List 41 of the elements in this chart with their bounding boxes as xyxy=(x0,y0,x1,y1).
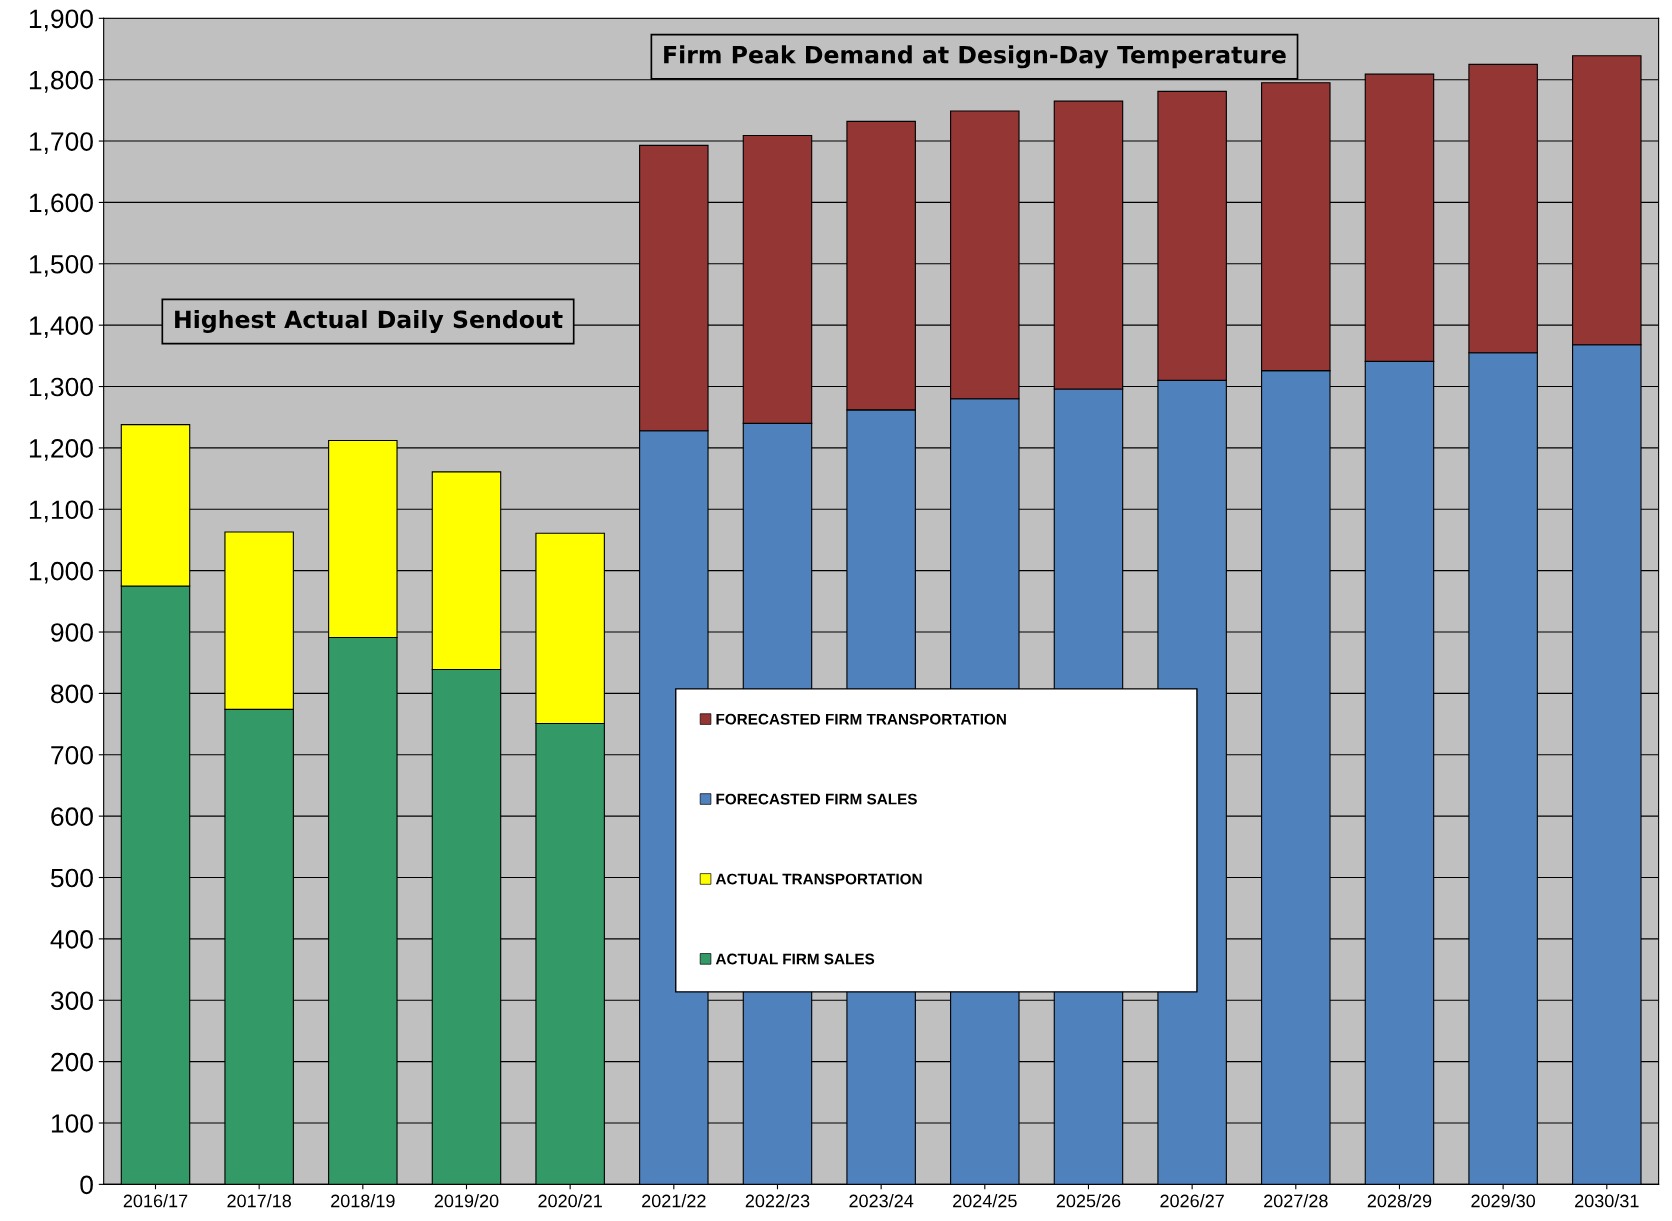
x-tick-label: 2021/22 xyxy=(642,1194,706,1208)
legend-label: FORECASTED FIRM TRANSPORTATION xyxy=(716,713,1006,725)
y-tick-label: 400 xyxy=(50,930,93,949)
x-tick-label: 2017/18 xyxy=(227,1194,292,1208)
y-tick-label: 900 xyxy=(51,623,93,642)
x-tick-label: 2022/23 xyxy=(745,1194,810,1208)
annotation: Firm Peak Demand at Design-Day Temperature xyxy=(664,45,1286,69)
x-tick-label: 2020/21 xyxy=(538,1194,602,1208)
y-tick-label: 100 xyxy=(51,1114,93,1133)
annotation: Highest Actual Daily Sendout xyxy=(175,309,563,334)
x-tick-label: 2030/31 xyxy=(1575,1194,1639,1208)
y-tick-label: 1,800 xyxy=(29,70,93,93)
y-tick-label: 1,600 xyxy=(29,193,93,216)
y-tick-label: 700 xyxy=(51,745,93,765)
y-tick-label: 1,300 xyxy=(29,377,93,400)
y-tick-label: 600 xyxy=(51,807,93,826)
legend-label: ACTUAL FIRM SALES xyxy=(715,953,875,965)
x-tick-label: 2026/27 xyxy=(1160,1194,1224,1208)
x-tick-label: 2018/19 xyxy=(331,1194,395,1208)
x-tick-label: 2029/30 xyxy=(1471,1194,1536,1208)
y-tick-label: 200 xyxy=(51,1052,93,1072)
x-tick-label: 2027/28 xyxy=(1264,1194,1328,1208)
x-tick-label: 2023/24 xyxy=(849,1194,914,1208)
y-tick-label: 500 xyxy=(50,868,93,888)
x-tick-label: 2028/29 xyxy=(1367,1194,1432,1208)
y-tick-label: 0 xyxy=(80,1175,93,1195)
x-tick-label: 2025/26 xyxy=(1056,1194,1121,1208)
legend-label: FORECASTED FIRM SALES xyxy=(716,793,917,805)
y-tick-label: 800 xyxy=(51,684,93,704)
x-tick-label: 2016/17 xyxy=(123,1194,188,1208)
legend-label: ACTUAL TRANSPORTATION xyxy=(715,873,922,885)
x-tick-label: 2024/25 xyxy=(953,1194,1017,1208)
y-tick-label: 300 xyxy=(50,991,93,1011)
y-tick-label: 1,900 xyxy=(29,9,93,32)
y-tick-label: 1,500 xyxy=(29,254,93,277)
y-tick-label: 1,200 xyxy=(29,439,93,461)
y-tick-label: 1,100 xyxy=(29,500,93,523)
y-tick-label: 1,400 xyxy=(29,316,93,339)
x-tick-label: 2019/20 xyxy=(434,1194,499,1208)
y-tick-label: 1,000 xyxy=(29,561,93,584)
y-tick-label: 1,700 xyxy=(29,132,93,154)
